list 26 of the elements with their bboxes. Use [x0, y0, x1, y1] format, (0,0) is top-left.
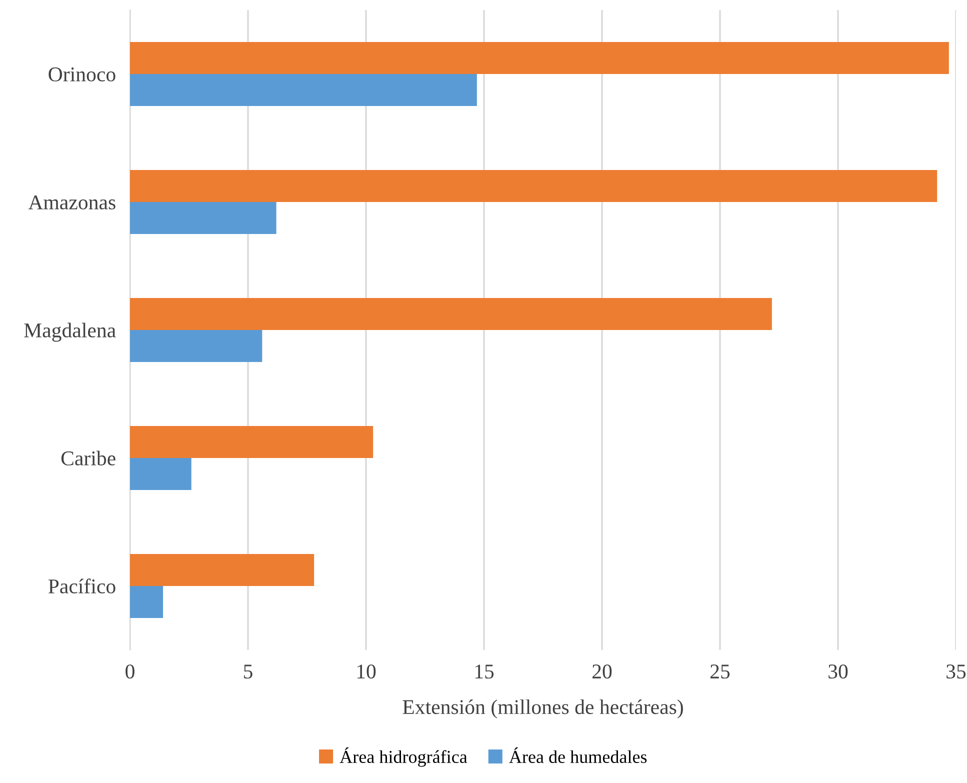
legend-label: Área hidrográfica [340, 747, 468, 767]
bar [130, 170, 938, 202]
x-tick-label: 25 [710, 664, 730, 679]
x-tick-label: 30 [828, 664, 848, 679]
y-tick-label: Caribe [61, 450, 116, 466]
bar [130, 458, 192, 490]
y-tick-label: Pacífico [48, 578, 116, 594]
x-tick-label: 15 [475, 664, 494, 679]
bar [130, 202, 276, 234]
x-tick-label: 0 [126, 664, 134, 679]
bar [130, 74, 477, 106]
bar [130, 554, 314, 586]
bar [130, 586, 164, 618]
x-tick-label: 5 [244, 664, 252, 679]
bar [130, 298, 772, 330]
y-tick-label: Orinoco [48, 67, 116, 82]
x-axis-title: Extensión (millones de hectáreas) [402, 699, 683, 718]
y-tick-label: Magdalena [24, 322, 116, 342]
bar [130, 42, 949, 74]
x-tick-label: 35 [946, 664, 966, 679]
y-tick-label: Amazonas [28, 195, 116, 210]
x-tick-label: 20 [592, 664, 612, 679]
bar [130, 330, 262, 362]
bar [130, 426, 374, 458]
x-tick-label: 10 [357, 664, 376, 679]
legend-label: Área de humedales [509, 747, 647, 764]
